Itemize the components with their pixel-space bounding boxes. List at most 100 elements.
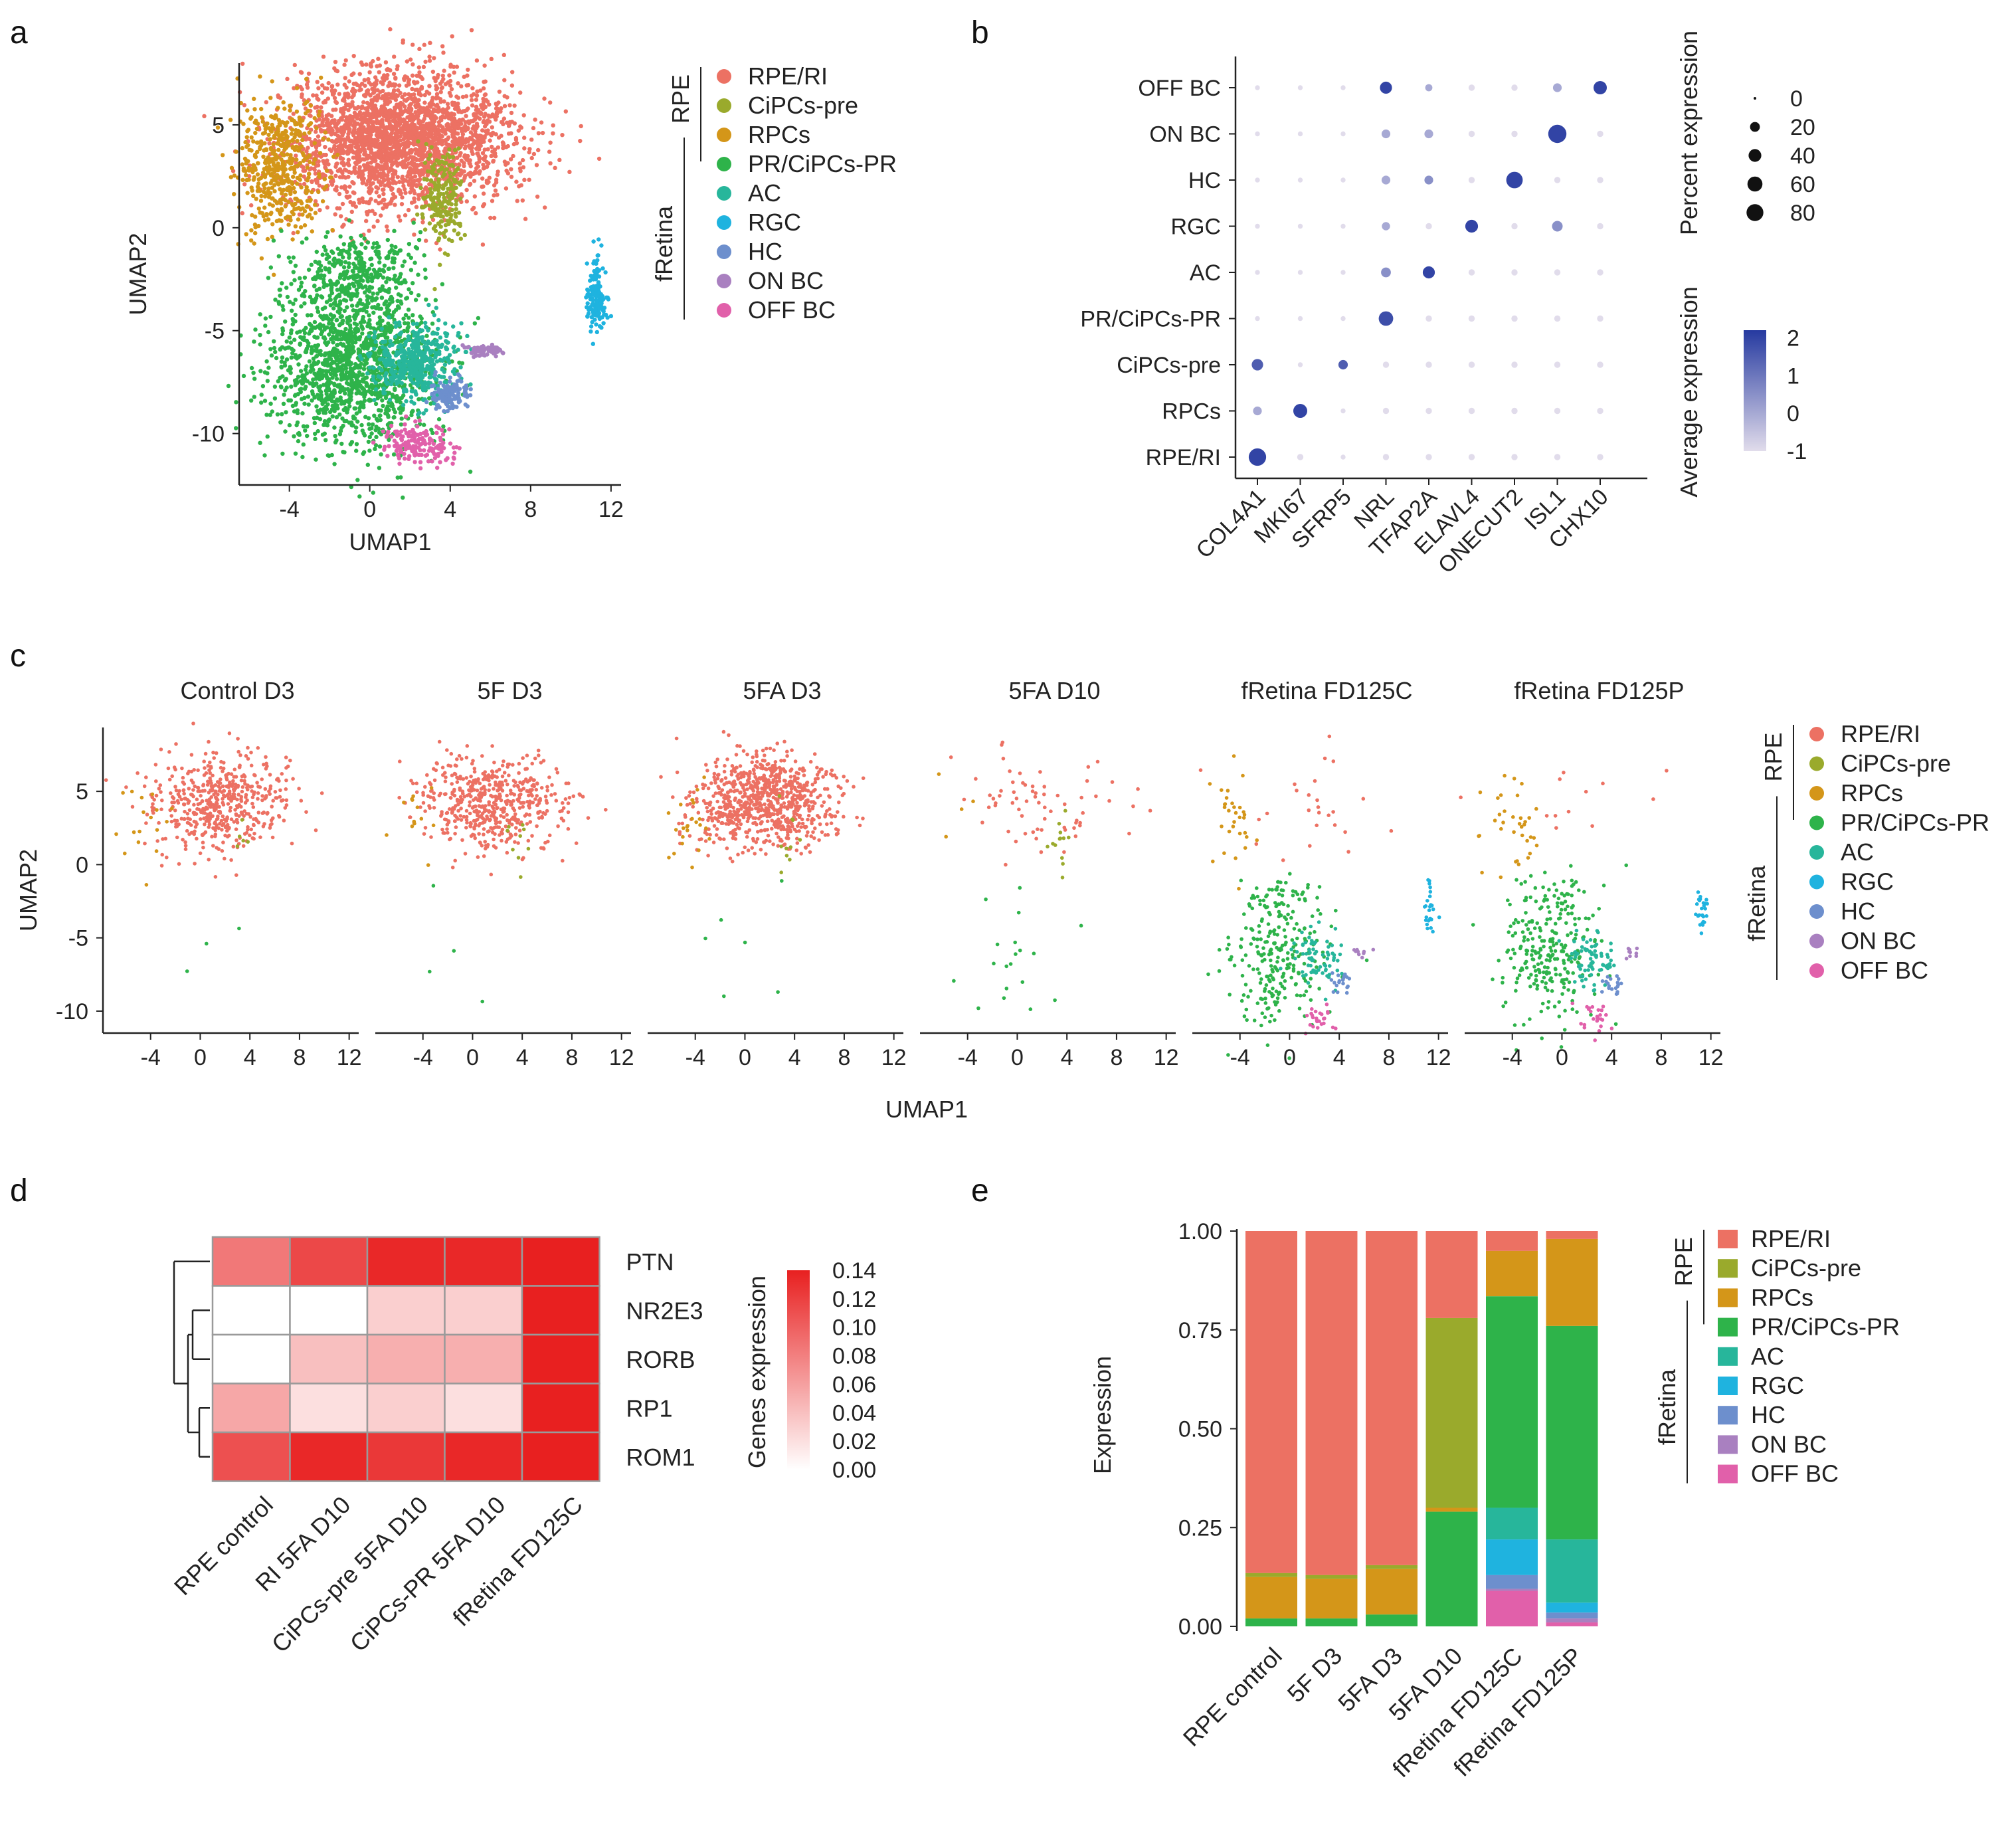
umap-point-pr-cipcs-pr (323, 305, 327, 310)
umap-point-rpe-ri (482, 124, 488, 129)
umap-point-rpe-ri (518, 169, 523, 173)
umap-point-rpe-ri (351, 201, 356, 205)
umap-point-pr-cipcs-pr (347, 404, 352, 409)
umap-point-pr-cipcs-pr (339, 425, 344, 431)
umap-point-rpcs (288, 218, 293, 223)
umap-point-rpe-ri (505, 95, 509, 100)
umap-point-rpe-ri (425, 173, 430, 178)
umap-point-pr-cipcs-pr (378, 322, 383, 327)
umap-point-rpe-ri (414, 73, 419, 78)
umap-point-pr-cipcs-pr (378, 413, 383, 418)
umap-point-rpe-ri (309, 166, 314, 171)
umap-point-rpe-ri (383, 134, 388, 138)
umap-point-rpcs (284, 140, 289, 145)
umap-point-rpe-ri (383, 183, 387, 188)
umap-point-pr-cipcs-pr (280, 281, 284, 286)
umap-point-rpcs (261, 189, 266, 195)
umap-point-pr-cipcs-pr (310, 347, 314, 353)
umap-point-rpe-ri (440, 142, 444, 147)
umap-point-rpe-ri (446, 135, 451, 140)
umap-point-rpe-ri (356, 153, 361, 157)
umap-point-rpe-ri (373, 199, 378, 203)
umap-point-pr-cipcs-pr (252, 395, 256, 399)
umap-point-cipcs-pre (450, 155, 456, 159)
umap-point-pr-cipcs-pr (358, 384, 363, 389)
umap-point-rpe-ri (502, 159, 507, 164)
umap-point-rpe-ri (420, 133, 425, 138)
umap-point-rpe-ri (513, 136, 519, 141)
umap-point-pr-cipcs-pr (334, 318, 339, 323)
umap-point-pr-cipcs-pr (357, 337, 362, 341)
umap-point-cipcs-pre (428, 153, 432, 157)
umap-point-rpe-ri (343, 92, 347, 96)
umap-point-cipcs-pre (426, 156, 431, 161)
umap-point-rpe-ri (323, 145, 327, 149)
umap-point-rpe-ri (364, 62, 369, 67)
umap-point-rpe-ri (460, 94, 466, 100)
umap-point-cipcs-pre (430, 164, 434, 169)
umap-point-rpe-ri (523, 217, 528, 221)
umap-point-rpe-ri (317, 117, 321, 122)
umap-point-rpe-ri (427, 139, 432, 144)
umap-point-rpe-ri (264, 100, 268, 105)
umap-point-rpe-ri (412, 199, 416, 204)
umap-point-pr-cipcs-pr (329, 361, 333, 366)
umap-point-pr-cipcs-pr (318, 385, 322, 389)
umap-point-rpe-ri (345, 195, 350, 200)
umap-point-pr-cipcs-pr (280, 412, 284, 417)
umap-point-pr-cipcs-pr (468, 469, 473, 474)
umap-point-rpcs (253, 130, 258, 136)
umap-point-pr-cipcs-pr (358, 400, 363, 405)
umap-point-pr-cipcs-pr (272, 345, 277, 351)
umap-point-pr-cipcs-pr (311, 276, 316, 281)
umap-point-rpe-ri (349, 170, 353, 175)
umap-point-rpe-ri (348, 199, 353, 205)
umap-point-pr-cipcs-pr (377, 430, 382, 435)
umap-point-rpe-ri (381, 206, 385, 211)
umap-point-rpe-ri (355, 145, 360, 151)
umap-point-rpcs (294, 207, 299, 211)
umap-point-rpe-ri (385, 229, 390, 233)
umap-point-pr-cipcs-pr (348, 326, 353, 331)
umap-point-rpe-ri (383, 138, 388, 144)
umap-point-rpe-ri (527, 177, 531, 182)
umap-point-rpe-ri (240, 61, 245, 66)
umap-point-pr-cipcs-pr (430, 322, 435, 326)
umap-point-rpe-ri (440, 134, 444, 139)
umap-point-pr-cipcs-pr (258, 440, 262, 445)
umap-point-rpe-ri (411, 126, 416, 130)
umap-point-rpe-ri (496, 145, 501, 150)
umap-point-pr-cipcs-pr (322, 273, 327, 278)
umap-point-rpe-ri (393, 95, 398, 100)
umap-point-rpcs (276, 118, 282, 122)
umap-point-rpe-ri (347, 184, 352, 189)
umap-point-rpe-ri (536, 147, 541, 153)
umap-point-rpcs (283, 198, 288, 203)
umap-point-rpe-ri (409, 93, 414, 98)
umap-point-pr-cipcs-pr (367, 322, 372, 327)
umap-point-rpcs (311, 161, 316, 166)
umap-point-pr-cipcs-pr (309, 323, 314, 328)
umap-point-rpe-ri (416, 193, 421, 197)
umap-point-rpe-ri (433, 132, 438, 136)
umap-point-rpe-ri (440, 73, 445, 78)
umap-point-cipcs-pre (438, 214, 443, 219)
umap-point-rpe-ri (493, 188, 498, 193)
umap-point-rpe-ri (409, 108, 414, 113)
umap-point-pr-cipcs-pr (398, 248, 403, 252)
umap-point-pr-cipcs-pr (265, 371, 270, 376)
umap-point-pr-cipcs-pr (378, 288, 383, 293)
umap-point-pr-cipcs-pr (319, 332, 323, 337)
umap-point-pr-cipcs-pr (335, 403, 339, 408)
umap-point-pr-cipcs-pr (354, 288, 359, 292)
umap-point-rpcs (240, 177, 245, 182)
umap-point-rpe-ri (388, 108, 393, 113)
umap-point-rpe-ri (516, 128, 521, 133)
umap-point-pr-cipcs-pr (357, 494, 362, 499)
umap-point-rpe-ri (397, 179, 402, 185)
umap-point-rpcs (298, 207, 303, 212)
umap-point-cipcs-pre (447, 170, 452, 175)
umap-point-rpe-ri (375, 186, 381, 191)
umap-point-pr-cipcs-pr (296, 362, 301, 367)
umap-point-rpe-ri (359, 170, 363, 175)
